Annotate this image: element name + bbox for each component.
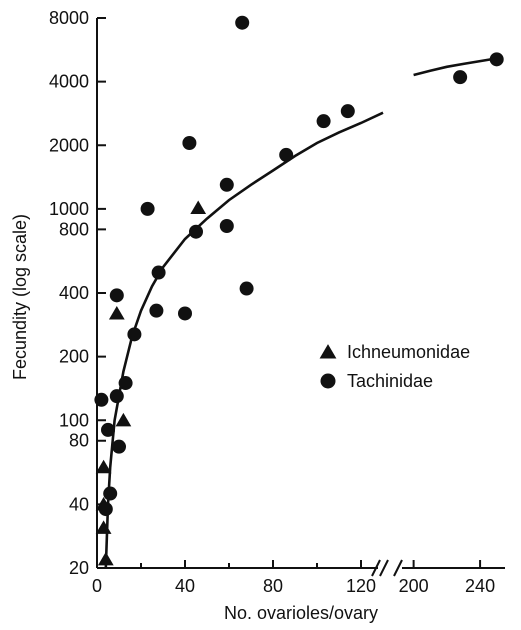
tachinidae-point: [98, 502, 113, 517]
y-tick-label: 40: [69, 494, 89, 514]
ichneumonidae-point: [108, 306, 125, 320]
x-tick-label: 80: [263, 576, 283, 596]
legend-label-ichneumonidae: Ichneumonidae: [347, 342, 470, 362]
x-tick-label: 240: [465, 576, 495, 596]
legend-marker-ichneumonidae: [319, 344, 337, 359]
tachinidae-point: [235, 15, 250, 30]
tachinidae-point: [140, 201, 155, 216]
tachinidae-point: [112, 439, 126, 454]
legend-label-tachinidae: Tachinidae: [347, 371, 433, 391]
y-tick-label: 100: [59, 410, 89, 430]
y-axis-title: Fecundity (log scale): [10, 214, 30, 380]
x-axis-break-left: [371, 559, 389, 577]
axes: [96, 18, 505, 577]
tachinidae-point: [151, 265, 166, 280]
y-tick-label: 80: [69, 431, 89, 451]
tachinidae-point: [178, 306, 192, 321]
tachinidae-point: [489, 52, 504, 67]
y-tick-label: 800: [59, 219, 89, 239]
fit-curve-1: [104, 111, 384, 569]
fit-curves: [104, 57, 497, 569]
legend-markers: [319, 344, 337, 389]
tachinidae-point: [127, 327, 142, 342]
tachinidae-point: [101, 422, 115, 437]
x-axis-title: No. ovarioles/ovary: [224, 603, 378, 623]
ichneumonidae-point: [190, 200, 207, 215]
y-tick-label: 4000: [49, 72, 89, 92]
tachinidae-point: [279, 147, 294, 162]
y-tick-label: 20: [69, 558, 89, 578]
fit-curve-2: [413, 57, 497, 77]
y-tick-label: 400: [59, 283, 89, 303]
y-tick-label: 1000: [49, 199, 89, 219]
tachinidae-point: [219, 177, 234, 192]
ichneumonidae-point: [95, 459, 112, 474]
tachinidae-point: [316, 114, 331, 129]
tachinidae-point: [219, 218, 234, 233]
y-tick-label: 2000: [49, 135, 89, 155]
y-tick-label: 8000: [49, 8, 89, 28]
tachinidae-point: [182, 135, 197, 150]
tachinidae-point: [453, 70, 468, 85]
legend-marker-tachinidae: [320, 373, 336, 389]
tachinidae-point: [118, 376, 133, 391]
tachinidae-point: [340, 104, 355, 119]
x-tick-label: 120: [346, 576, 376, 596]
x-axis-break-right: [393, 559, 403, 577]
tachinidae-point: [189, 224, 203, 239]
ichneumonidae-point: [115, 412, 132, 427]
tachinidae-point: [149, 303, 164, 318]
tachinidae-point: [94, 392, 109, 407]
x-tick-label: 200: [399, 576, 429, 596]
data-points: [94, 15, 504, 566]
y-tick-label: 200: [59, 347, 89, 367]
ichneumonidae-point: [95, 520, 112, 534]
x-tick-label: 0: [92, 576, 102, 596]
tachinidae-point: [109, 389, 124, 404]
tachinidae-point: [239, 281, 254, 296]
x-tick-label: 40: [175, 576, 195, 596]
ichneumonidae-point: [97, 551, 114, 566]
tachinidae-point: [103, 486, 118, 501]
legend: Ichneumonidae Tachinidae: [319, 342, 470, 391]
tachinidae-point: [109, 288, 124, 303]
